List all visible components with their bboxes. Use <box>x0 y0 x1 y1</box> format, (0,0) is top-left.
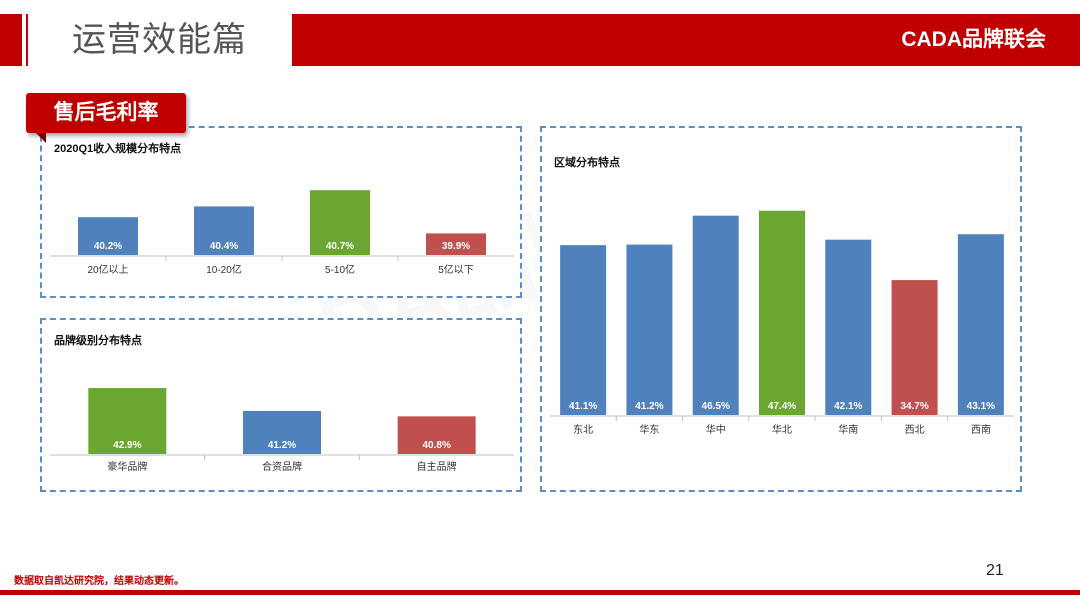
bar-value-label: 41.1% <box>569 401 597 412</box>
bar-value-label: 42.1% <box>834 401 862 412</box>
bar-value-label: 47.4% <box>768 401 796 412</box>
category-label: 华东 <box>639 423 659 436</box>
bar-brand-2 <box>397 416 476 454</box>
bar-value-label: 40.7% <box>326 241 354 252</box>
bar-value-label: 40.4% <box>210 241 238 252</box>
category-label: 5亿以下 <box>438 263 474 276</box>
bar-region-3 <box>759 210 805 415</box>
page-title: 运营效能篇 <box>26 14 276 66</box>
chart-svg: 40.2% 20亿以上 40.4% 10-20亿 40.7% 5-10亿 39.9% 5亿以下 <box>50 190 514 276</box>
chart-title: 2020Q1收入规模分布特点 <box>54 143 182 155</box>
bar-region-4 <box>825 239 872 415</box>
footer-accent-bar <box>0 590 1080 595</box>
chart-title: 区域分布特点 <box>554 157 620 169</box>
bar-region-2 <box>692 215 739 415</box>
bar-revenue-0 <box>78 217 138 255</box>
bar-value-label: 46.5% <box>702 401 730 412</box>
chart-panel-brand-level: 品牌级别分布特点 42.9% 豪华品牌 41.2% 合资品牌 40.8% 自主品牌 <box>40 318 522 492</box>
bar-revenue-3 <box>426 233 486 255</box>
bar-region-6 <box>957 234 1004 415</box>
bar-value-label: 40.2% <box>94 241 122 252</box>
section-tag: 售后毛利率 <box>26 93 186 143</box>
category-label: 20亿以上 <box>87 263 128 276</box>
bar-value-label: 42.9% <box>113 440 141 451</box>
category-label: 西北 <box>905 424 925 436</box>
bar-value-label: 43.1% <box>967 401 995 412</box>
footnote: 数据取自凯达研究院，结果动态更新。 <box>14 576 184 587</box>
category-label: 华中 <box>706 423 726 436</box>
chart-panel-revenue: 2020Q1收入规模分布特点 40.2% 20亿以上 40.4% 10-20亿 40.7… <box>40 126 522 298</box>
bar-revenue-1 <box>194 206 254 255</box>
bar-region-5 <box>891 280 938 415</box>
category-label: 华南 <box>838 423 858 436</box>
bar-brand-0 <box>88 388 167 454</box>
bar-value-label: 41.2% <box>268 440 296 451</box>
bar-value-label: 40.8% <box>422 440 450 451</box>
brand-logo-text: CADA品牌联会 <box>901 28 1046 51</box>
category-label: 合资品牌 <box>262 460 302 473</box>
category-label: 10-20亿 <box>206 263 242 276</box>
chart-svg: 42.9% 豪华品牌 41.2% 合资品牌 40.8% 自主品牌 <box>50 388 514 473</box>
bar-region-1 <box>626 244 673 415</box>
category-label: 豪华品牌 <box>107 460 147 473</box>
bar-revenue-2 <box>310 190 370 255</box>
bar-brand-1 <box>243 410 321 454</box>
page-number: 21 <box>986 562 1004 579</box>
bar-value-label: 41.2% <box>635 401 663 412</box>
header-accent-bar <box>0 14 22 66</box>
bar-region-0 <box>560 245 607 415</box>
chart-svg: 41.1% 东北 41.2% 华东 46.5% 华中 47.4% 华北 42.1% 华南 34.7%… <box>550 210 1014 436</box>
category-label: 东北 <box>573 423 593 436</box>
category-label: 自主品牌 <box>417 460 457 473</box>
category-label: 华北 <box>772 423 792 436</box>
chart-panel-region: 区域分布特点 41.1% 东北 41.2% 华东 46.5% 华中 47.4% 华北 42.1%… <box>540 126 1022 492</box>
category-label: 西南 <box>971 423 991 436</box>
bar-value-label: 34.7% <box>900 401 928 412</box>
header-band: CADA品牌联会 <box>292 14 1080 66</box>
category-label: 5-10亿 <box>325 263 355 276</box>
chart-title: 品牌级别分布特点 <box>54 335 142 347</box>
bar-value-label: 39.9% <box>442 241 470 252</box>
